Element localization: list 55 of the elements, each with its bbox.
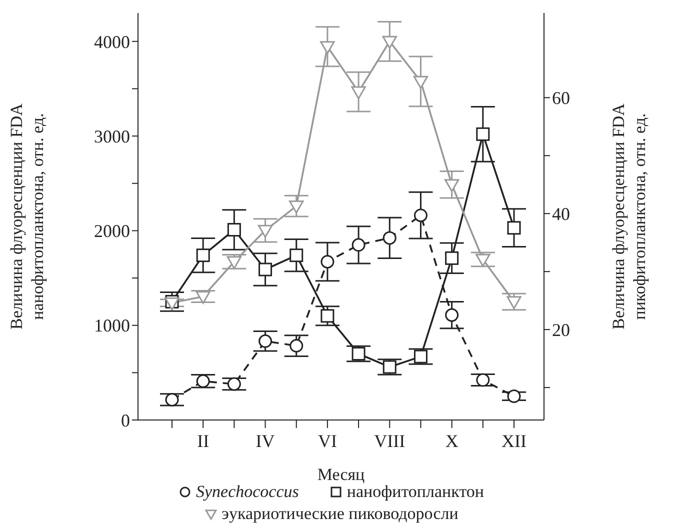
legend-label: нанофитопланктон bbox=[346, 482, 484, 502]
point bbox=[258, 262, 272, 276]
x-axis-title: Месяц bbox=[317, 465, 365, 484]
point bbox=[226, 256, 242, 270]
x-tick-label: X bbox=[445, 430, 458, 451]
point bbox=[351, 86, 366, 100]
point bbox=[289, 200, 304, 214]
point bbox=[507, 389, 521, 403]
point bbox=[196, 290, 210, 304]
point bbox=[320, 41, 335, 54]
point bbox=[196, 374, 210, 388]
point bbox=[320, 254, 334, 268]
y2-axis-title: Величина флуоресценции FDA пикофитопланктона, отн. ед. bbox=[609, 102, 649, 330]
point bbox=[227, 377, 241, 391]
x-tick-label: II bbox=[197, 430, 210, 451]
point bbox=[382, 36, 397, 49]
point bbox=[258, 224, 273, 238]
x-tick-label: IV bbox=[256, 430, 275, 451]
y-tick-label: 0 bbox=[121, 410, 130, 430]
point bbox=[506, 296, 522, 310]
y-tick-label: 2000 bbox=[94, 221, 130, 242]
x-tick-label: VI bbox=[318, 430, 337, 451]
point bbox=[290, 339, 304, 353]
point bbox=[320, 309, 334, 323]
point bbox=[196, 248, 210, 262]
legend-label: Synechococcus bbox=[196, 482, 299, 502]
point bbox=[476, 127, 490, 141]
point bbox=[414, 350, 428, 364]
point bbox=[352, 346, 366, 360]
point bbox=[352, 238, 366, 252]
y-tick-label: 1000 bbox=[94, 316, 130, 336]
point bbox=[445, 251, 459, 265]
point bbox=[507, 221, 521, 235]
x-tick-label: XII bbox=[502, 430, 526, 451]
point bbox=[164, 297, 180, 310]
x-tick-label: VIII bbox=[374, 430, 406, 451]
y2-tick-label: 20 bbox=[552, 320, 570, 340]
y-axis-title: Величина флуоресценции FDA нанофитопланктона, отн. ед. bbox=[7, 102, 47, 330]
point bbox=[445, 308, 459, 322]
point bbox=[444, 179, 460, 192]
y2-tick-label: 60 bbox=[552, 88, 570, 108]
y-tick-label: 4000 bbox=[94, 32, 130, 52]
point bbox=[413, 76, 428, 89]
point bbox=[382, 231, 396, 245]
point bbox=[382, 360, 396, 374]
legend-label: эукариотические пиководоросли bbox=[222, 504, 458, 524]
y-tick-label: 3000 bbox=[94, 126, 130, 146]
point bbox=[476, 254, 490, 267]
point bbox=[414, 208, 428, 222]
point bbox=[290, 248, 304, 262]
point bbox=[165, 392, 179, 406]
point bbox=[476, 373, 490, 387]
point bbox=[227, 223, 241, 236]
y2-tick-label: 40 bbox=[552, 204, 570, 224]
point bbox=[258, 334, 272, 348]
